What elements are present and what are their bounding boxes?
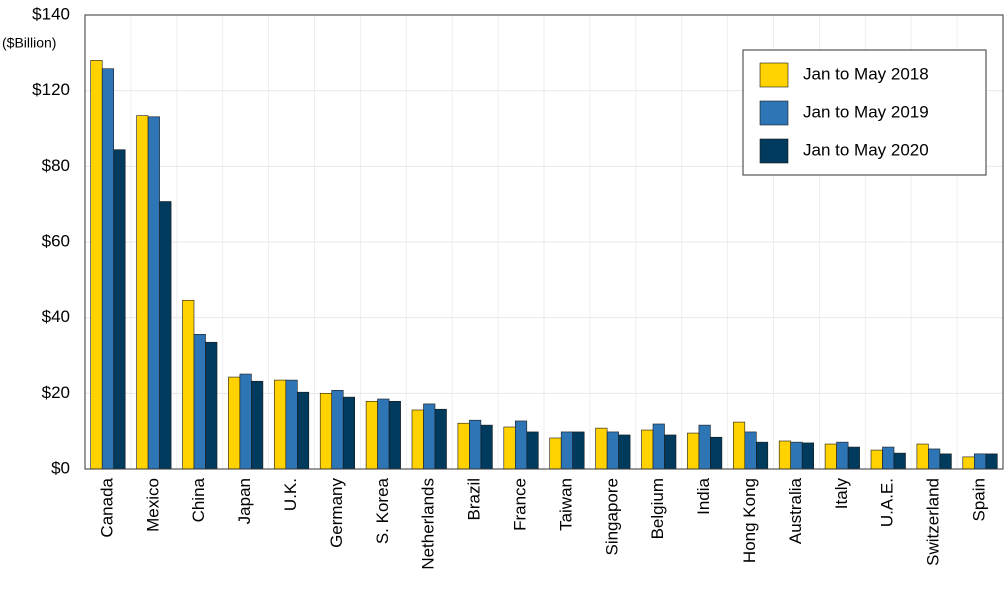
bar <box>939 453 952 470</box>
bar <box>549 437 562 470</box>
bar <box>744 431 757 470</box>
bar <box>411 409 424 470</box>
x-tick-label: Brazil <box>465 478 484 521</box>
bar <box>641 429 654 470</box>
bar <box>296 391 310 470</box>
bar <box>928 448 941 470</box>
x-tick-label: S. Korea <box>373 477 392 544</box>
bar <box>113 149 126 470</box>
x-tick-label: Netherlands <box>419 478 438 570</box>
bar <box>916 443 929 470</box>
bar <box>285 379 298 470</box>
bar <box>423 403 436 470</box>
x-tick-label: Italy <box>832 478 851 510</box>
bar <box>710 436 723 470</box>
x-tick-label: China <box>189 477 208 522</box>
bar <box>595 427 608 470</box>
bar <box>778 440 792 470</box>
bar <box>560 431 574 470</box>
bar <box>331 390 344 470</box>
bar <box>514 420 528 470</box>
y-tick-label: $120 <box>32 80 70 99</box>
legend-swatch <box>759 100 789 126</box>
bar <box>526 431 539 470</box>
x-tick-label: Singapore <box>602 478 621 556</box>
x-tick-label: Canada <box>97 477 116 537</box>
x-tick-label: Germany <box>327 478 346 548</box>
bar <box>147 116 160 470</box>
bar <box>503 426 516 470</box>
x-tick-label: Spain <box>970 478 989 521</box>
bar <box>377 398 390 470</box>
plot-frame <box>84 14 1004 470</box>
bar <box>732 421 746 470</box>
legend-swatch <box>759 62 789 88</box>
bar <box>193 334 206 470</box>
bar <box>962 456 975 470</box>
x-tick-label: U.A.E. <box>878 478 897 527</box>
y-tick-label: $40 <box>42 307 70 326</box>
bar <box>882 446 895 470</box>
bar <box>469 419 482 470</box>
bar <box>618 434 631 470</box>
bar <box>870 449 883 470</box>
x-tick-label: Japan <box>235 478 254 524</box>
bar <box>698 424 711 470</box>
x-tick-label: India <box>694 477 713 514</box>
bar <box>90 60 103 470</box>
x-tick-label: France <box>511 478 530 531</box>
bar <box>824 443 837 470</box>
bar <box>228 376 241 470</box>
bar <box>480 424 493 470</box>
y-tick-label: $0 <box>51 458 70 477</box>
legend-label: Jan to May 2018 <box>803 64 929 83</box>
bar <box>365 400 378 470</box>
bar <box>652 423 665 470</box>
bar <box>239 373 252 470</box>
bar <box>973 453 987 470</box>
x-tick-label: Australia <box>786 477 805 544</box>
bar <box>985 453 998 470</box>
y-tick-label: $140 <box>32 4 70 23</box>
bar <box>136 115 149 470</box>
bar <box>790 441 803 470</box>
x-tick-label: Belgium <box>648 478 667 539</box>
bar <box>836 441 849 470</box>
y-axis-label: ($Billion) <box>2 35 56 51</box>
bar <box>342 396 356 470</box>
bar <box>572 431 585 470</box>
bar <box>319 393 333 470</box>
bar <box>847 446 860 470</box>
y-tick-label: $80 <box>42 156 70 175</box>
bar <box>101 68 114 470</box>
bar <box>434 408 447 470</box>
bar <box>251 380 264 470</box>
bar <box>388 400 401 470</box>
bar <box>606 431 619 470</box>
bar <box>801 442 815 470</box>
x-tick-label: Switzerland <box>924 478 943 566</box>
bar <box>273 379 287 470</box>
bar <box>664 434 677 470</box>
x-tick-label: Hong Kong <box>740 478 759 563</box>
legend-label: Jan to May 2020 <box>803 140 929 159</box>
legend-swatch <box>759 138 789 164</box>
bar <box>687 432 700 470</box>
bar <box>755 441 769 470</box>
legend-label: Jan to May 2019 <box>803 102 929 121</box>
y-tick-label: $20 <box>42 383 70 402</box>
x-tick-label: U.K. <box>281 478 300 511</box>
bar <box>205 341 218 470</box>
y-tick-label: $60 <box>42 231 70 250</box>
bar <box>182 299 195 470</box>
x-tick-label: Mexico <box>143 478 162 532</box>
bar <box>457 422 470 470</box>
bar <box>893 452 906 470</box>
x-tick-label: Taiwan <box>556 478 575 531</box>
bar <box>159 201 172 470</box>
